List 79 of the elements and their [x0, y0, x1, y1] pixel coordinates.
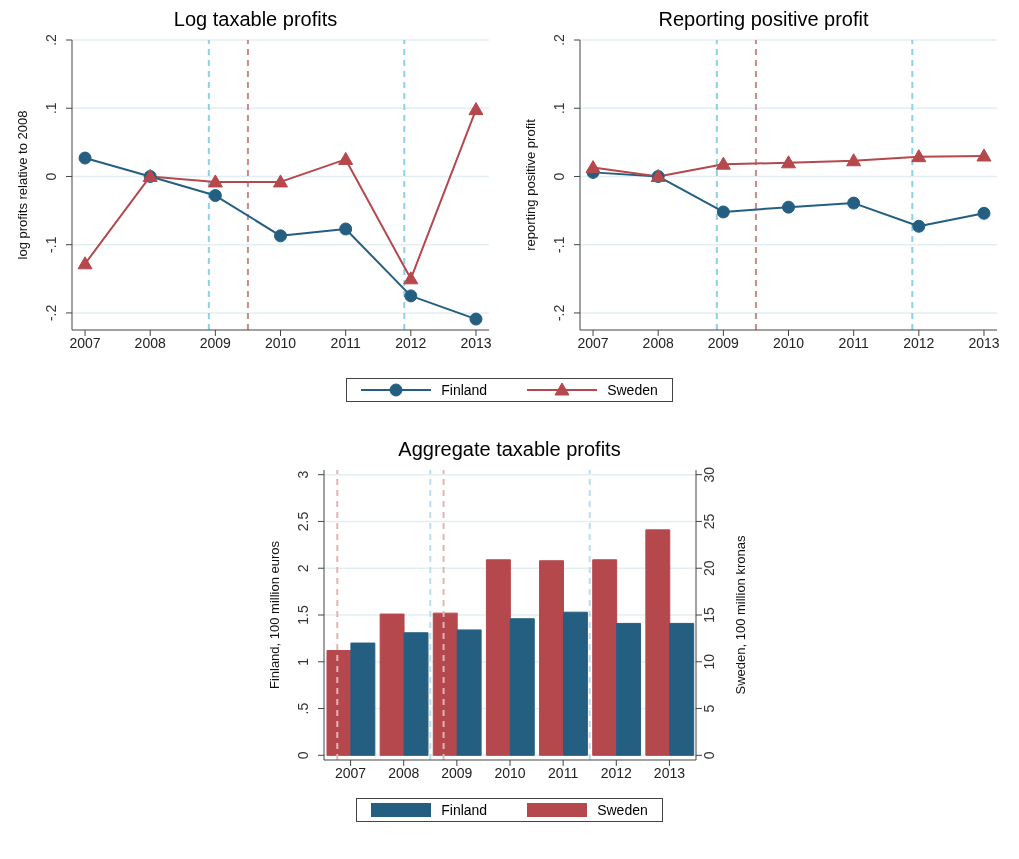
x-tick-label: 2010 — [493, 764, 526, 781]
point — [911, 149, 927, 163]
point — [782, 200, 795, 214]
y-tick-label: 3 — [294, 470, 311, 479]
x-tick-label: 2008 — [387, 764, 419, 781]
point — [716, 205, 730, 219]
point — [976, 148, 992, 162]
y-axis-title: log profits relative to 2008 — [14, 110, 30, 260]
point — [78, 151, 92, 165]
x-tick-label: 2009 — [707, 334, 740, 351]
x-tick-label: 2010 — [264, 334, 297, 351]
y-tick-label: .1 — [551, 102, 567, 115]
legend-label: Finland — [441, 382, 488, 398]
y2-tick-label: 0 — [700, 751, 717, 760]
y2-tick-label: 15 — [700, 607, 717, 623]
y2-tick-label: 25 — [700, 513, 717, 530]
point — [339, 222, 353, 236]
y-tick-label: .1 — [43, 102, 59, 115]
y-tick-label: 0 — [294, 751, 311, 760]
y2-tick-label: 5 — [700, 704, 717, 713]
y-tick-label: -.1 — [551, 236, 567, 253]
point — [846, 153, 862, 167]
y2-tick-label: 30 — [700, 466, 717, 483]
chart-title: Reporting positive profit — [657, 8, 870, 32]
x-tick-label: 2007 — [69, 334, 101, 351]
x-tick-label: 2007 — [577, 334, 609, 351]
point — [977, 206, 991, 220]
y2-axis-title: Sweden, 100 million kronas — [732, 535, 748, 695]
point — [403, 271, 419, 285]
point — [404, 289, 418, 303]
x-tick-label: 2012 — [395, 334, 427, 351]
point — [273, 174, 288, 188]
point — [715, 156, 731, 170]
point — [781, 155, 796, 169]
y-tick-label: 2 — [294, 564, 311, 573]
y-tick-label: 1 — [294, 657, 311, 666]
x-tick-label: 2011 — [547, 764, 578, 781]
y-tick-label: 0 — [43, 172, 59, 181]
y-tick-label: 2.5 — [294, 511, 311, 532]
x-tick-label: 2008 — [642, 334, 674, 351]
y2-tick-label: 20 — [700, 560, 717, 577]
point — [585, 160, 601, 174]
y-tick-label: .2 — [551, 33, 567, 46]
y-tick-label: -.2 — [551, 304, 567, 322]
x-tick-label: 2011 — [838, 334, 869, 351]
y-tick-label: 0 — [551, 172, 567, 181]
point — [274, 229, 287, 243]
x-tick-label: 2010 — [772, 334, 805, 351]
y-tick-label: .2 — [43, 33, 59, 46]
point — [77, 256, 93, 270]
point — [208, 189, 222, 203]
y-tick-label: 1.5 — [294, 605, 311, 625]
legend-label: Finland — [441, 802, 488, 818]
point — [468, 102, 484, 116]
x-tick-label: 2007 — [334, 764, 366, 781]
legend-label: Sweden — [597, 802, 648, 818]
point — [469, 312, 483, 326]
x-tick-label: 2012 — [903, 334, 935, 351]
chart-title: Log taxable profits — [172, 8, 339, 32]
point — [912, 219, 926, 233]
x-tick-label: 2013 — [653, 764, 685, 781]
y-tick-label: -.1 — [43, 236, 59, 253]
chart-title: Aggregate taxable profits — [397, 438, 622, 462]
x-tick-label: 2009 — [440, 764, 473, 781]
x-tick-label: 2013 — [968, 334, 1000, 351]
x-tick-label: 2011 — [330, 334, 361, 351]
y-tick-label: -.2 — [43, 304, 59, 322]
y2-tick-label: 10 — [700, 653, 717, 670]
point — [338, 151, 354, 165]
x-tick-label: 2013 — [460, 334, 492, 351]
x-tick-label: 2012 — [600, 764, 632, 781]
y-tick-label: .5 — [294, 702, 311, 715]
legend-label: Sweden — [607, 382, 658, 398]
x-tick-label: 2009 — [199, 334, 232, 351]
y-axis-title: Finland, 100 million euros — [266, 540, 282, 690]
point — [207, 174, 223, 188]
x-tick-label: 2008 — [134, 334, 166, 351]
y-axis-title: reporting positive profit — [522, 118, 538, 251]
point — [847, 196, 861, 210]
